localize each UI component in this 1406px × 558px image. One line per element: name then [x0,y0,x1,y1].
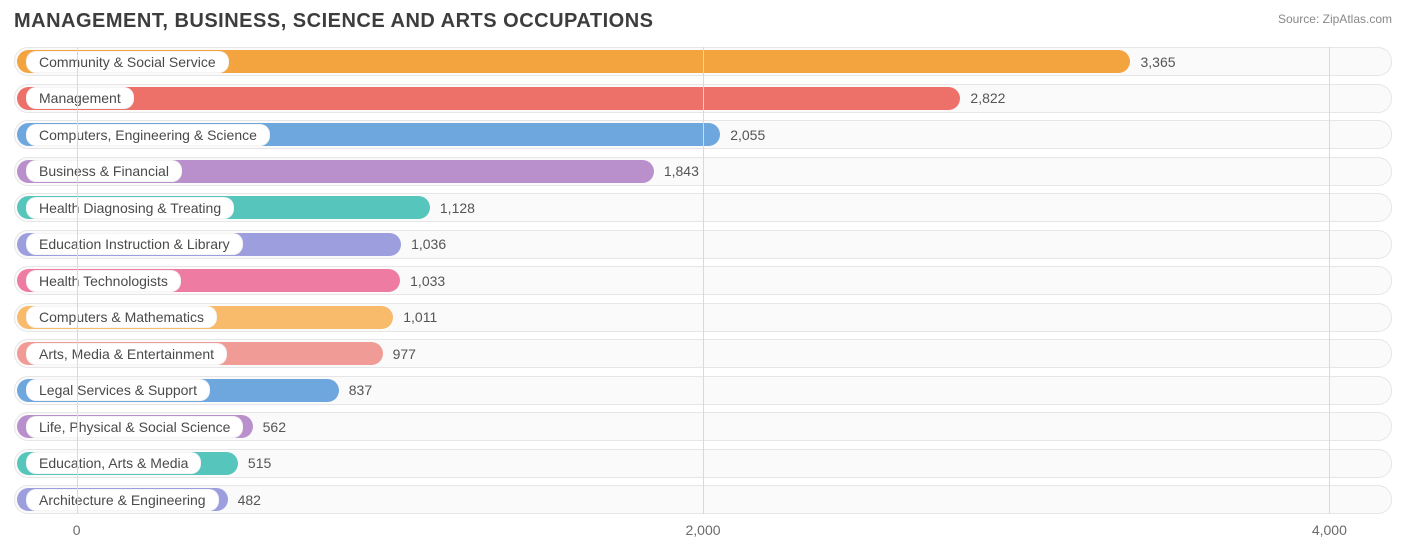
bar-label: Education, Arts & Media [26,452,201,474]
bar-value: 482 [238,492,261,508]
bar-label: Legal Services & Support [26,379,210,401]
bar-value: 515 [248,455,271,471]
bar-label: Community & Social Service [26,51,229,73]
bar-label: Health Diagnosing & Treating [26,197,234,219]
source-brand: ZipAtlas.com [1323,12,1392,26]
x-axis: 0 2,000 4,000 [14,516,1392,544]
bar-value: 562 [263,419,286,435]
bar-fill [17,87,960,110]
bar-label: Business & Financial [26,160,182,182]
bar-value: 1,843 [664,163,699,179]
source-label: Source: [1278,12,1319,26]
chart-container: MANAGEMENT, BUSINESS, SCIENCE AND ARTS O… [0,0,1406,558]
x-axis-tick: 2,000 [685,522,720,538]
chart-title: MANAGEMENT, BUSINESS, SCIENCE AND ARTS O… [14,10,653,33]
plot-area: Community & Social Service 3,365 Managemen… [14,47,1392,514]
header: MANAGEMENT, BUSINESS, SCIENCE AND ARTS O… [14,10,1392,33]
bar-label: Computers, Engineering & Science [26,124,270,146]
bar-label: Management [26,87,134,109]
bar-value: 1,128 [440,200,475,216]
gridline [77,47,78,514]
bar-label: Computers & Mathematics [26,306,217,328]
bar-label: Architecture & Engineering [26,489,219,511]
bar-value: 2,822 [970,90,1005,106]
bar-value: 1,036 [411,236,446,252]
bar-value: 837 [349,382,372,398]
bar-value: 2,055 [730,127,765,143]
bar-value: 3,365 [1140,54,1175,70]
bar-label: Life, Physical & Social Science [26,416,243,438]
source-attribution: Source: ZipAtlas.com [1278,10,1392,26]
gridline [703,47,704,514]
bar-label: Education Instruction & Library [26,233,243,255]
bar-value: 1,033 [410,273,445,289]
gridline [1329,47,1330,514]
bar-value: 1,011 [403,309,437,325]
bar-value: 977 [393,346,416,362]
bar-label: Arts, Media & Entertainment [26,343,227,365]
bar-label: Health Technologists [26,270,181,292]
chart-wrap: Community & Social Service 3,365 Managemen… [14,47,1392,544]
x-axis-tick: 4,000 [1312,522,1347,538]
x-axis-tick: 0 [73,522,81,538]
